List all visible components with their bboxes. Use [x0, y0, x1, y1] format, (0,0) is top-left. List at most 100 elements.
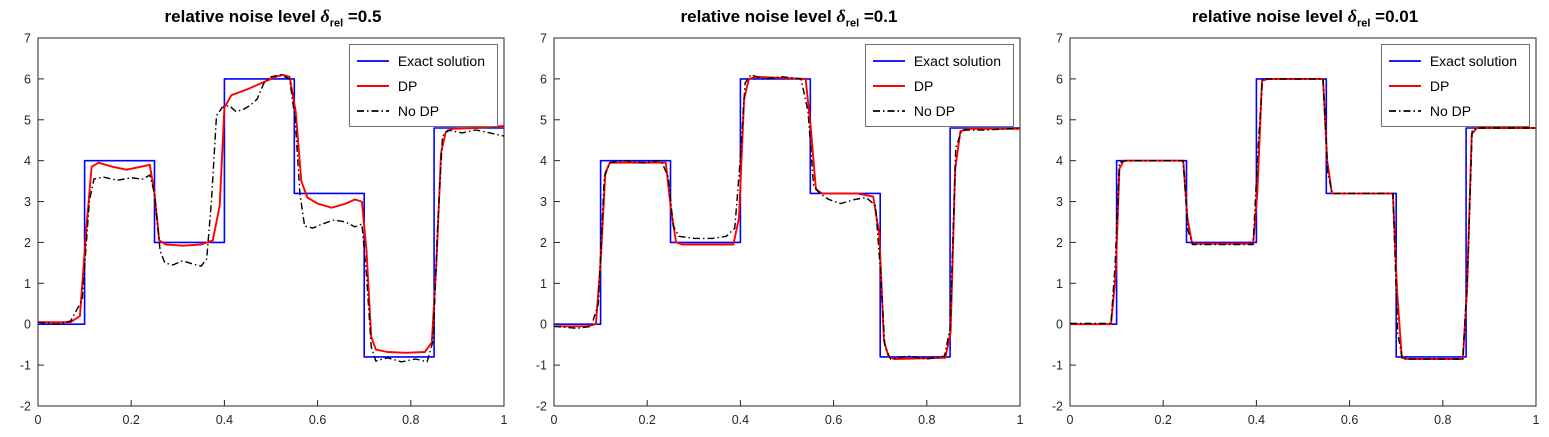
series-line-exact-solution: [38, 78, 504, 358]
legend-line-nodp-icon: [872, 109, 905, 112]
y-tick-label: 3: [540, 195, 547, 209]
title-value: =0.1: [859, 7, 898, 26]
legend-label: Exact solution: [913, 52, 1001, 69]
y-tick-label: 5: [540, 113, 547, 127]
y-tick-label: -1: [20, 359, 31, 373]
x-tick-label: 0.4: [732, 413, 749, 427]
x-tick-label: 0: [35, 413, 42, 427]
y-tick-label: 5: [24, 113, 31, 127]
legend-item-dp: DP: [872, 73, 1001, 98]
x-tick-label: 0.2: [123, 413, 140, 427]
legend: Exact solution DP No DP: [1380, 44, 1530, 127]
subplot-1: relative noise level δrel =0.5 0 0.2 0.4 0.…: [0, 2, 516, 437]
legend-label: DP: [913, 77, 934, 94]
legend-label: No DP: [397, 102, 440, 119]
legend-label: No DP: [913, 102, 956, 119]
y-tick-label: 1: [24, 277, 31, 291]
plot-title: relative noise level δrel =0.1: [546, 5, 1032, 30]
delta-symbol: δ: [836, 6, 846, 26]
legend-label: Exact solution: [1429, 52, 1517, 69]
y-tick-label: -2: [1052, 400, 1063, 414]
legend-label: Exact solution: [397, 52, 485, 69]
title-value: =0.01: [1370, 7, 1419, 26]
plot-container: 0 0.2 0.4 0.6 0.8 1 -2 -1 0 1 2 3 4 5 6 7 Exact solutio…: [0, 28, 516, 433]
delta-subscript: rel: [329, 17, 344, 30]
y-tick-label: -2: [536, 400, 547, 414]
y-tick-label: 2: [540, 236, 547, 250]
legend-item-nodp: No DP: [872, 98, 1001, 123]
x-tick-label: 0.2: [1155, 413, 1172, 427]
x-tick-label: 0.6: [309, 413, 326, 427]
legend-line-dp-icon: [872, 84, 905, 87]
x-tick-label: 0: [1067, 413, 1074, 427]
y-tick-label: 7: [1056, 32, 1063, 46]
series-line-no-dp: [553, 74, 1021, 360]
plot-container: 0 0.2 0.4 0.6 0.8 1 -2 -1 0 1 2 3 4 5 6 7 Exact solutio…: [516, 28, 1032, 433]
legend-item-exact: Exact solution: [872, 48, 1001, 73]
legend-line-dp-icon: [1388, 84, 1421, 87]
delta-subscript: rel: [1356, 17, 1371, 30]
y-tick-label: 4: [1056, 154, 1063, 168]
legend: Exact solution DP No DP: [864, 44, 1014, 127]
legend-label: DP: [397, 77, 418, 94]
y-tick-label: 6: [1056, 72, 1063, 86]
legend-line-nodp-icon: [356, 109, 389, 112]
x-tick-label: 0: [551, 413, 558, 427]
y-tick-label: 3: [1056, 195, 1063, 209]
legend-item-nodp: No DP: [1388, 98, 1517, 123]
delta-subscript: rel: [845, 17, 860, 30]
x-tick-label: 0.6: [1341, 413, 1358, 427]
legend-item-nodp: No DP: [356, 98, 485, 123]
x-tick-label: 1: [1533, 413, 1540, 427]
y-tick-label: 4: [540, 154, 547, 168]
legend-item-dp: DP: [356, 73, 485, 98]
legend-item-dp: DP: [1388, 73, 1517, 98]
series-line-exact-solution: [554, 78, 1020, 358]
x-tick-label: 1: [501, 413, 508, 427]
legend: Exact solution DP No DP: [348, 44, 498, 127]
legend-label: DP: [1429, 77, 1450, 94]
subplot-2: relative noise level δrel =0.1 0 0.2 0.4 0.…: [516, 2, 1032, 437]
title-text: relative noise level: [164, 7, 321, 26]
legend-label: No DP: [1429, 102, 1472, 119]
plot-container: 0 0.2 0.4 0.6 0.8 1 -2 -1 0 1 2 3 4 5 6 7 Exact solutio…: [1032, 28, 1548, 433]
x-tick-label: 1: [1017, 413, 1024, 427]
y-tick-label: 5: [1056, 113, 1063, 127]
legend-item-exact: Exact solution: [356, 48, 485, 73]
legend-line-exact-icon: [872, 59, 905, 62]
y-tick-label: 4: [24, 154, 31, 168]
delta-symbol: δ: [320, 6, 330, 26]
legend-line-nodp-icon: [1388, 109, 1421, 112]
x-tick-label: 0.8: [1434, 413, 1451, 427]
y-tick-label: 3: [24, 195, 31, 209]
delta-symbol: δ: [1347, 6, 1357, 26]
title-text: relative noise level: [1191, 7, 1348, 26]
x-tick-label: 0.4: [1248, 413, 1265, 427]
x-tick-label: 0.8: [402, 413, 419, 427]
y-tick-label: 2: [1056, 236, 1063, 250]
title-text: relative noise level: [680, 7, 837, 26]
y-tick-label: 0: [24, 318, 31, 332]
series-line-no-dp: [1070, 78, 1536, 360]
y-tick-label: 2: [24, 236, 31, 250]
y-tick-label: 0: [540, 318, 547, 332]
x-tick-label: 0.4: [216, 413, 233, 427]
plot-title: relative noise level δrel =0.01: [1062, 5, 1548, 30]
title-value: =0.5: [343, 7, 382, 26]
subplot-3: relative noise level δrel =0.01 0 0.2 0.4 0…: [1032, 2, 1548, 437]
legend-line-exact-icon: [356, 59, 389, 62]
y-tick-label: 0: [1056, 318, 1063, 332]
y-tick-label: -2: [20, 400, 31, 414]
y-tick-label: 6: [24, 72, 31, 86]
x-tick-label: 0.8: [918, 413, 935, 427]
y-tick-label: -1: [536, 359, 547, 373]
legend-line-dp-icon: [356, 84, 389, 87]
y-tick-label: 7: [24, 32, 31, 46]
y-tick-label: -1: [1052, 359, 1063, 373]
series-line-no-dp: [37, 74, 505, 363]
x-tick-label: 0.6: [825, 413, 842, 427]
legend-line-exact-icon: [1388, 59, 1421, 62]
plot-title: relative noise level δrel =0.5: [30, 5, 516, 30]
y-tick-label: 1: [540, 277, 547, 291]
